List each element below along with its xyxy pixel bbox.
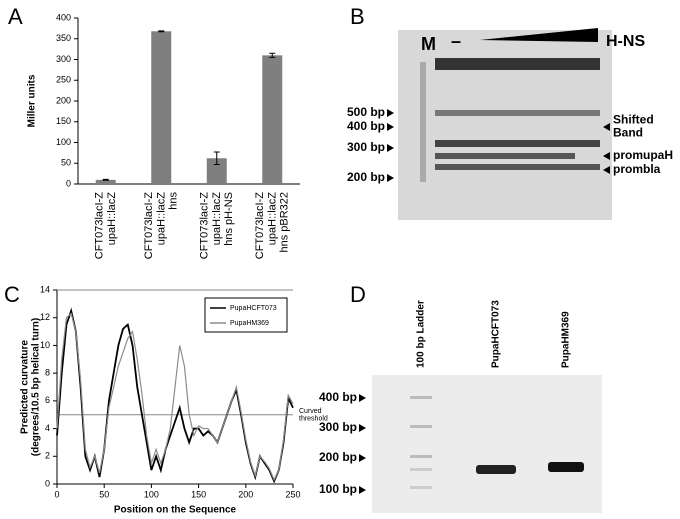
size-arrow [359,454,366,462]
band-label: promupaH [613,148,673,162]
size-label: 100 bp [319,482,357,496]
bar [206,158,227,184]
size-label: 200 bp [319,450,357,464]
y-tick-label: 300 [56,54,71,64]
size-arrow [359,394,366,402]
y-tick-label: 50 [61,158,71,168]
size-label: 300 bp [347,140,385,154]
y-axis-label: Miller units [27,74,38,127]
error-bar [269,52,276,58]
panel-letter: A [8,4,23,29]
lane-label: – [451,31,461,51]
gradient-wedge [480,28,598,42]
y-tick-label: 0 [45,478,50,488]
y-tick-label: 14 [40,284,50,294]
panel-letter: D [350,282,366,307]
y-tick-label: 2 [45,451,50,461]
x-tick-label: 100 [144,489,159,499]
y-tick-label: 150 [56,116,71,126]
x-tick-label: 0 [54,489,59,499]
error-bar [158,30,165,33]
y-tick-label: 200 [56,95,71,105]
size-arrow [387,123,394,131]
threshold-label: Curved threshold [299,408,328,423]
legend-label: PupaHCFT073 [230,305,277,312]
y-tick-label: 400 [56,12,71,22]
series-line [56,312,294,482]
bar [95,179,116,184]
gel-bands [410,396,584,489]
bar [262,55,283,184]
band-label: prombla [613,162,661,176]
x-axis-label: Position on the Sequence [114,505,237,516]
size-label: 200 bp [347,170,385,184]
y-tick-label: 0 [66,178,71,188]
legend-box [204,297,288,333]
band-arrow [603,123,610,131]
size-label: 400 bp [347,119,385,133]
bar [151,31,172,185]
error-bar [213,151,220,165]
legend-label: PupaHM369 [230,320,269,327]
size-label: 400 bp [319,390,357,404]
y-tick-label: 6 [45,395,50,405]
x-tick-label: 250 [285,489,300,499]
protein-label: H-NS [606,33,645,50]
y-tick-label: 10 [40,340,50,350]
series-line [56,307,294,484]
y-axis-label: Predicted curvature(degrees/10.5 bp heli… [19,318,41,456]
y-tick-label: 4 [45,423,50,433]
size-label: 300 bp [319,420,357,434]
size-arrow [359,424,366,432]
error-bar [102,178,109,181]
size-arrow [359,486,366,494]
lane-label: PupaHM369 [561,311,572,368]
x-tick-label: 50 [99,489,109,499]
band-arrow [603,152,610,160]
y-tick-label: 350 [56,33,71,43]
lane-label: PupaHCFT073 [491,300,502,368]
x-tick-label: CFT073lacI-ZupaH::lacZhns [143,192,179,260]
y-tick-label: 8 [45,368,50,378]
lane-label: 100 bp Ladder [416,300,427,368]
panel-letter: B [350,4,365,29]
size-arrow [387,109,394,117]
x-tick-label: 200 [238,489,253,499]
x-tick-label: CFT073lacI-ZupaH::lacZhns pH-NS [199,192,235,260]
size-arrow [387,144,394,152]
x-tick-label: 150 [191,489,206,499]
x-tick-label: CFT073lacI-ZupaH::lacZhns pBR322 [254,192,290,260]
band-label: Shifted Band [613,113,654,140]
y-tick-label: 12 [40,312,50,322]
band-arrow [603,166,610,174]
gel-bands [420,58,600,182]
gel-image [372,375,602,513]
size-label: 500 bp [347,105,385,119]
lane-label: M [421,34,436,54]
y-tick-label: 250 [56,75,71,85]
x-tick-label: CFT073lacI-ZupaH::lacZ [94,192,118,260]
panel-letter: C [4,282,20,307]
size-arrow [387,174,394,182]
y-tick-label: 100 [56,137,71,147]
